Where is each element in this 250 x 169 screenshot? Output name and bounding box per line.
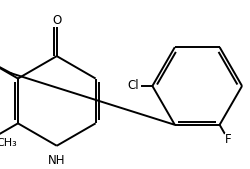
Text: NH: NH [48,153,65,166]
Text: CH₃: CH₃ [0,138,17,148]
Text: F: F [224,133,230,146]
Text: Cl: Cl [127,79,138,92]
Text: O: O [52,14,61,27]
